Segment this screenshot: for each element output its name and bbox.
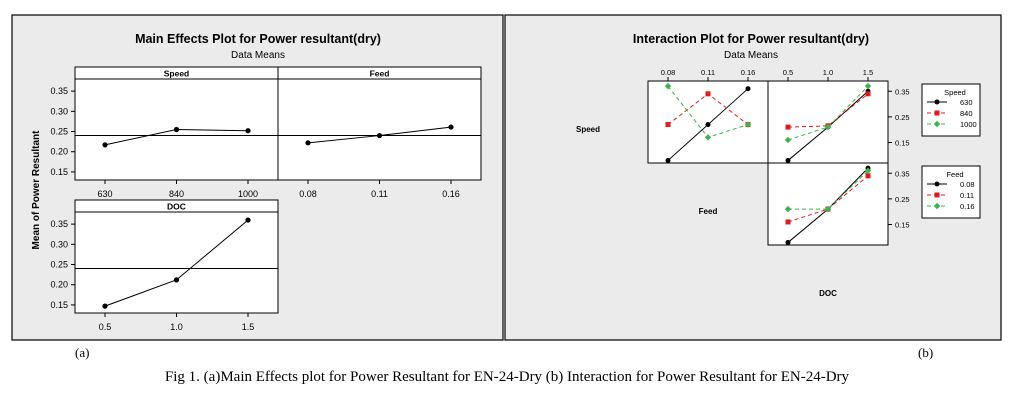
legend-marker bbox=[934, 181, 940, 187]
data-point bbox=[865, 91, 871, 97]
x-tick-label: 0.5 bbox=[99, 322, 112, 332]
data-point bbox=[173, 277, 180, 283]
y-tick-label: 0.30 bbox=[50, 106, 68, 116]
data-point bbox=[704, 134, 712, 141]
x-tick-label: 0.08 bbox=[299, 189, 317, 199]
data-point bbox=[664, 82, 672, 90]
legend-marker bbox=[934, 192, 940, 198]
panel-strip-doc bbox=[74, 199, 279, 213]
legend-label: 630 bbox=[960, 98, 973, 107]
data-point bbox=[864, 82, 872, 90]
y-tick-label: 0.35 bbox=[50, 219, 68, 229]
interaction-plot: Speed Feed DOC 0.08 0.11 0.16 0.5 1.0 1.5 0.15 0.2… bbox=[576, 68, 981, 298]
legend-label: 0.16 bbox=[960, 202, 975, 211]
data-point bbox=[784, 136, 792, 144]
legend-label: 0.08 bbox=[960, 180, 975, 189]
panel-b-frame bbox=[504, 14, 1002, 341]
x-tick-label: 840 bbox=[169, 189, 184, 199]
y-tick-label: 0.20 bbox=[50, 280, 68, 290]
data-point bbox=[824, 123, 832, 131]
data-point bbox=[785, 219, 791, 225]
data-point bbox=[102, 303, 108, 309]
y-tick-label: 0.35 bbox=[895, 169, 910, 178]
panel-strip-feed bbox=[277, 66, 482, 80]
data-point bbox=[245, 217, 251, 223]
y-tick-label: 0.25 bbox=[50, 260, 68, 270]
data-point bbox=[824, 205, 832, 213]
panel-frame-doc bbox=[74, 199, 279, 314]
data-point bbox=[102, 142, 108, 148]
y-tick-label: 0.35 bbox=[895, 87, 910, 96]
data-point bbox=[705, 122, 711, 128]
top-tick-label: 0.11 bbox=[701, 68, 715, 77]
panel-a-ylabel: Mean of Power Resultant bbox=[31, 130, 42, 250]
x-tick-label: 0.16 bbox=[442, 189, 460, 199]
data-point bbox=[784, 205, 792, 213]
legend-label: 0.11 bbox=[960, 191, 974, 200]
x-tick-label: 0.11 bbox=[371, 189, 388, 199]
data-point bbox=[665, 122, 671, 128]
y-tick-label: 0.25 bbox=[895, 195, 910, 204]
panel-strip-label: Feed bbox=[370, 69, 390, 79]
panel-frame-feed bbox=[277, 66, 482, 181]
data-point bbox=[665, 157, 671, 163]
x-tick-label: 1000 bbox=[238, 189, 258, 199]
panel-a-tag: (a) bbox=[75, 345, 89, 360]
top-tick-label: 1.0 bbox=[823, 68, 833, 77]
x-tick-label: 1.5 bbox=[242, 322, 255, 332]
factor-label: DOC bbox=[819, 289, 837, 298]
panel-a-title: Main Effects Plot for Power resultant(dr… bbox=[135, 32, 381, 46]
data-point bbox=[785, 157, 791, 163]
panel-a-subtitle: Data Means bbox=[231, 50, 285, 61]
data-point bbox=[864, 167, 872, 174]
legend-box bbox=[921, 165, 981, 219]
data-point bbox=[744, 121, 752, 128]
factor-label: Speed bbox=[576, 125, 600, 134]
legend-title: Feed bbox=[946, 170, 963, 179]
top-tick-label: 0.16 bbox=[741, 68, 756, 77]
x-tick-label: 630 bbox=[97, 189, 112, 199]
data-point bbox=[305, 140, 311, 146]
x-tick-label: 1.0 bbox=[170, 322, 183, 332]
data-point bbox=[745, 86, 751, 92]
y-tick-label: 0.15 bbox=[895, 221, 910, 230]
data-point bbox=[173, 126, 180, 133]
legend-marker bbox=[934, 99, 940, 105]
panel-frame-speed bbox=[74, 66, 279, 181]
factor-label: Feed bbox=[699, 207, 718, 216]
top-tick-label: 0.5 bbox=[783, 68, 793, 77]
top-tick-label: 1.5 bbox=[863, 68, 873, 77]
y-tick-label: 0.25 bbox=[895, 113, 910, 122]
y-tick-label: 0.20 bbox=[50, 147, 68, 157]
panel-strip-label: DOC bbox=[167, 202, 186, 212]
legend-marker bbox=[933, 120, 941, 128]
data-point bbox=[785, 124, 791, 130]
legend-marker bbox=[934, 110, 940, 116]
y-tick-label: 0.15 bbox=[895, 139, 910, 148]
data-point bbox=[865, 173, 871, 179]
data-point bbox=[376, 132, 383, 139]
panel-b-title: Interaction Plot for Power resultant(dry… bbox=[633, 32, 869, 46]
figure-caption: Fig 1. (a)Main Effects plot for Power Re… bbox=[165, 369, 850, 385]
y-tick-label: 0.15 bbox=[50, 300, 68, 310]
y-tick-label: 0.35 bbox=[50, 86, 68, 96]
panel-b-tag: (b) bbox=[918, 345, 933, 360]
y-tick-label: 0.15 bbox=[50, 167, 68, 177]
panel-b-subtitle: Data Means bbox=[724, 50, 778, 61]
legend-label: 840 bbox=[960, 109, 973, 118]
legend-box bbox=[921, 83, 981, 137]
data-point bbox=[448, 124, 454, 130]
legend-label: 1000 bbox=[960, 120, 977, 129]
data-point bbox=[705, 91, 711, 97]
panel-strip-label: Speed bbox=[164, 69, 190, 79]
data-point bbox=[785, 239, 791, 245]
main-effects-plot: Speed 0.15 0.20 0.25 0.30 0.35 630 840 1000 Feed 0… bbox=[50, 66, 482, 332]
top-tick-label: 0.08 bbox=[661, 68, 676, 77]
data-point bbox=[245, 128, 251, 134]
y-tick-label: 0.25 bbox=[50, 127, 68, 137]
y-tick-label: 0.30 bbox=[50, 239, 68, 249]
legend-title: Speed bbox=[944, 88, 966, 97]
legend-marker bbox=[933, 202, 941, 210]
